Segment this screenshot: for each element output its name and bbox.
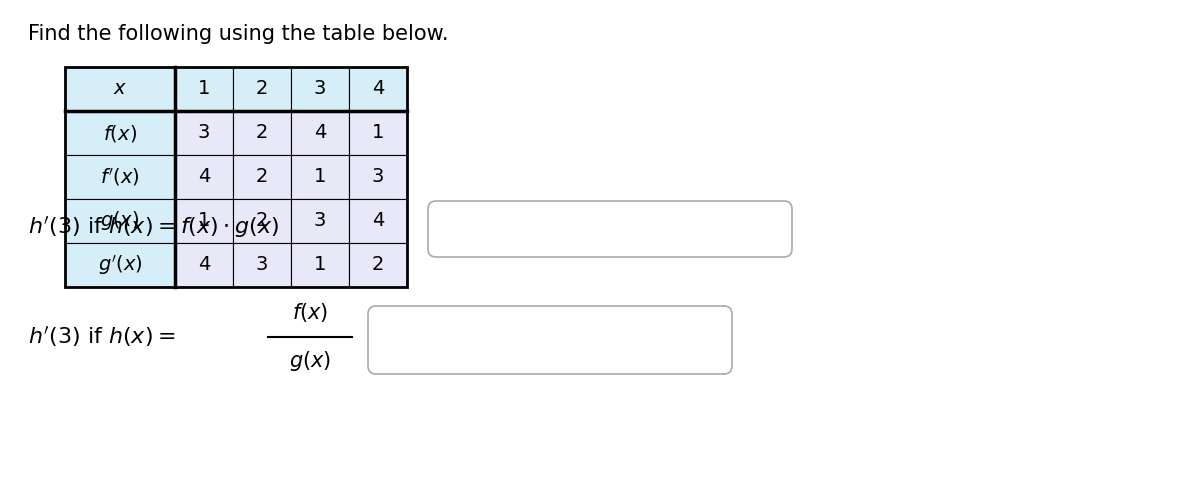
Bar [65, 67, 407, 287]
Text: 1: 1 [198, 212, 210, 230]
Bar [349, 199, 407, 243]
Text: $h'(3)$ if $h(x) =$: $h'(3)$ if $h(x) =$ [28, 325, 175, 349]
Bar [349, 67, 407, 111]
Bar [349, 111, 407, 155]
Bar [175, 155, 233, 199]
Text: $g(x)$: $g(x)$ [101, 210, 139, 232]
Bar [175, 243, 233, 287]
Text: 1: 1 [314, 168, 326, 187]
Text: 2: 2 [256, 80, 268, 98]
Text: $f'(x)$: $f'(x)$ [100, 166, 140, 188]
Text: 4: 4 [198, 255, 210, 275]
Bar [292, 243, 349, 287]
Bar [233, 67, 292, 111]
Text: 3: 3 [314, 212, 326, 230]
Bar [65, 155, 175, 199]
Bar [65, 111, 175, 155]
Text: $g'(x)$: $g'(x)$ [97, 253, 143, 277]
Text: 4: 4 [314, 123, 326, 143]
Text: 1: 1 [198, 80, 210, 98]
Bar [175, 199, 233, 243]
Bar [292, 199, 349, 243]
Text: 3: 3 [314, 80, 326, 98]
Text: 4: 4 [198, 168, 210, 187]
Text: 1: 1 [372, 123, 384, 143]
Bar [65, 243, 175, 287]
Bar [65, 67, 175, 111]
Text: 3: 3 [256, 255, 268, 275]
Bar [233, 155, 292, 199]
FancyBboxPatch shape [428, 201, 792, 257]
Text: $f(x)$: $f(x)$ [292, 302, 328, 324]
Text: 1: 1 [314, 255, 326, 275]
Bar [65, 199, 175, 243]
Text: 3: 3 [372, 168, 384, 187]
Bar [233, 199, 292, 243]
Text: 2: 2 [256, 123, 268, 143]
Bar [349, 155, 407, 199]
Bar [292, 67, 349, 111]
Text: 4: 4 [372, 80, 384, 98]
Text: $h'(3)$ if $h(x) = f(x) \cdot g(x)$: $h'(3)$ if $h(x) = f(x) \cdot g(x)$ [28, 214, 278, 240]
Bar [233, 243, 292, 287]
Text: $f(x)$: $f(x)$ [103, 122, 137, 144]
Bar [349, 243, 407, 287]
Bar [292, 155, 349, 199]
Bar [292, 111, 349, 155]
Text: 4: 4 [372, 212, 384, 230]
Text: $g(x)$: $g(x)$ [289, 349, 331, 373]
Bar [175, 111, 233, 155]
Text: 2: 2 [372, 255, 384, 275]
Bar [233, 111, 292, 155]
Text: 2: 2 [256, 168, 268, 187]
Text: 3: 3 [198, 123, 210, 143]
FancyBboxPatch shape [368, 306, 732, 374]
Text: $x$: $x$ [113, 80, 127, 98]
Text: Find the following using the table below.: Find the following using the table below… [28, 24, 449, 44]
Text: 2: 2 [256, 212, 268, 230]
Bar [175, 67, 233, 111]
